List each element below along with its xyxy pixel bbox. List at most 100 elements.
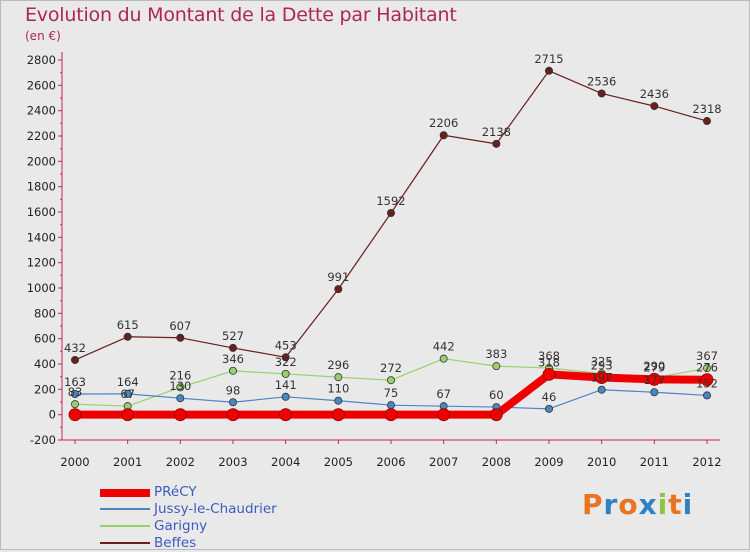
- data-point-3: [650, 102, 659, 111]
- data-label-1: 163: [64, 375, 86, 389]
- data-point-3: [545, 66, 554, 75]
- data-label-1: 110: [327, 382, 349, 396]
- data-label-1: 197: [591, 371, 613, 385]
- y-tick-label: 2000: [27, 154, 56, 168]
- data-label-1: 46: [542, 390, 557, 404]
- x-tick-label: 2002: [166, 455, 195, 469]
- data-label-0: 293: [591, 359, 613, 373]
- legend-swatch-beffes: [100, 542, 150, 544]
- data-point-1: [703, 391, 712, 400]
- y-tick-label: 400: [34, 357, 56, 371]
- y-tick-label: 2400: [27, 104, 56, 118]
- data-point-3: [71, 355, 80, 364]
- data-label-0: 279: [643, 360, 665, 374]
- data-label-2: 67: [120, 387, 135, 401]
- logo-letter: r: [603, 488, 619, 521]
- legend-swatch-jussy: [100, 508, 150, 510]
- data-point-1: [545, 404, 554, 413]
- legend-label-beffes: Beffes: [154, 535, 197, 551]
- unit-label: (en €): [25, 29, 61, 43]
- data-label-1: 75: [384, 386, 399, 400]
- data-label-1: 130: [169, 379, 191, 393]
- data-label-3: 2206: [429, 116, 458, 130]
- data-label-2: 442: [433, 340, 455, 354]
- data-point-1: [334, 396, 343, 405]
- y-tick-label: 1600: [27, 205, 56, 219]
- data-point-2: [334, 373, 343, 382]
- data-label-2: 322: [275, 355, 297, 369]
- data-point-1: [228, 398, 237, 407]
- chart-title: Evolution du Montant de la Dette par Hab…: [25, 4, 457, 26]
- data-point-0: [384, 408, 398, 422]
- x-tick-label: 2011: [640, 455, 669, 469]
- data-point-3: [334, 285, 343, 294]
- data-label-3: 527: [222, 329, 244, 343]
- y-tick-label: 2200: [27, 129, 56, 143]
- data-point-3: [176, 333, 185, 342]
- proxiti-logo: Proxiti: [582, 488, 693, 521]
- data-label-1: 98: [226, 383, 241, 397]
- x-tick-label: 2012: [692, 455, 721, 469]
- logo-letter: i: [657, 488, 669, 521]
- y-tick-label: 2600: [27, 78, 56, 92]
- y-tick-label: 1800: [27, 180, 56, 194]
- data-point-2: [703, 364, 712, 373]
- data-label-3: 453: [275, 338, 297, 352]
- data-label-3: 2436: [640, 87, 669, 101]
- data-label-1: 67: [436, 387, 451, 401]
- y-tick-label: 800: [34, 306, 56, 320]
- data-label-2: 325: [591, 355, 613, 369]
- data-point-1: [176, 394, 185, 403]
- y-tick-label: 2800: [27, 53, 56, 67]
- data-point-0: [331, 408, 345, 422]
- data-label-0: 318: [538, 355, 560, 369]
- data-point-3: [439, 131, 448, 140]
- data-label-2: 290: [643, 359, 665, 373]
- legend-label-jussy: Jussy-le-Chaudrier: [154, 501, 277, 517]
- data-label-3: 2318: [692, 102, 721, 116]
- data-label-3: 1592: [376, 194, 405, 208]
- data-point-1: [386, 401, 395, 410]
- data-point-0: [647, 372, 661, 386]
- x-tick-label: 2000: [60, 455, 89, 469]
- data-point-2: [176, 383, 185, 392]
- data-label-2: 272: [380, 361, 402, 375]
- data-label-2: 367: [696, 349, 718, 363]
- x-tick-label: 2006: [376, 455, 405, 469]
- data-label-3: 2715: [534, 52, 563, 66]
- y-tick-label: 1400: [27, 230, 56, 244]
- y-tick-label: 0: [49, 408, 56, 422]
- data-point-3: [597, 89, 606, 98]
- data-point-1: [597, 385, 606, 394]
- data-label-0: 276: [696, 361, 718, 375]
- data-label-3: 615: [117, 318, 139, 332]
- x-tick-label: 2001: [113, 455, 142, 469]
- data-label-3: 991: [327, 270, 349, 284]
- data-label-1: 60: [489, 388, 504, 402]
- data-label-1: 177: [643, 373, 665, 387]
- y-tick-label: 1000: [27, 281, 56, 295]
- logo-letter: o: [618, 488, 639, 521]
- data-point-2: [492, 362, 501, 371]
- data-point-0: [489, 408, 503, 422]
- data-label-1: 141: [275, 378, 297, 392]
- x-tick-label: 2009: [534, 455, 563, 469]
- data-label-3: 2536: [587, 74, 616, 88]
- data-point-1: [281, 392, 290, 401]
- data-label-2: 383: [485, 347, 507, 361]
- data-point-3: [386, 209, 395, 218]
- legend-swatch-precy: [100, 489, 150, 497]
- data-point-3: [228, 343, 237, 352]
- y-tick-label: -200: [30, 433, 56, 447]
- legend-label-garigny: Garigny: [154, 518, 208, 534]
- data-label-2: 296: [327, 358, 349, 372]
- data-label-3: 432: [64, 341, 86, 355]
- data-point-0: [121, 408, 135, 422]
- logo-letter: t: [668, 488, 683, 521]
- data-point-0: [173, 408, 187, 422]
- y-tick-label: 200: [34, 382, 56, 396]
- data-point-3: [281, 353, 290, 362]
- data-label-1: 152: [696, 376, 718, 390]
